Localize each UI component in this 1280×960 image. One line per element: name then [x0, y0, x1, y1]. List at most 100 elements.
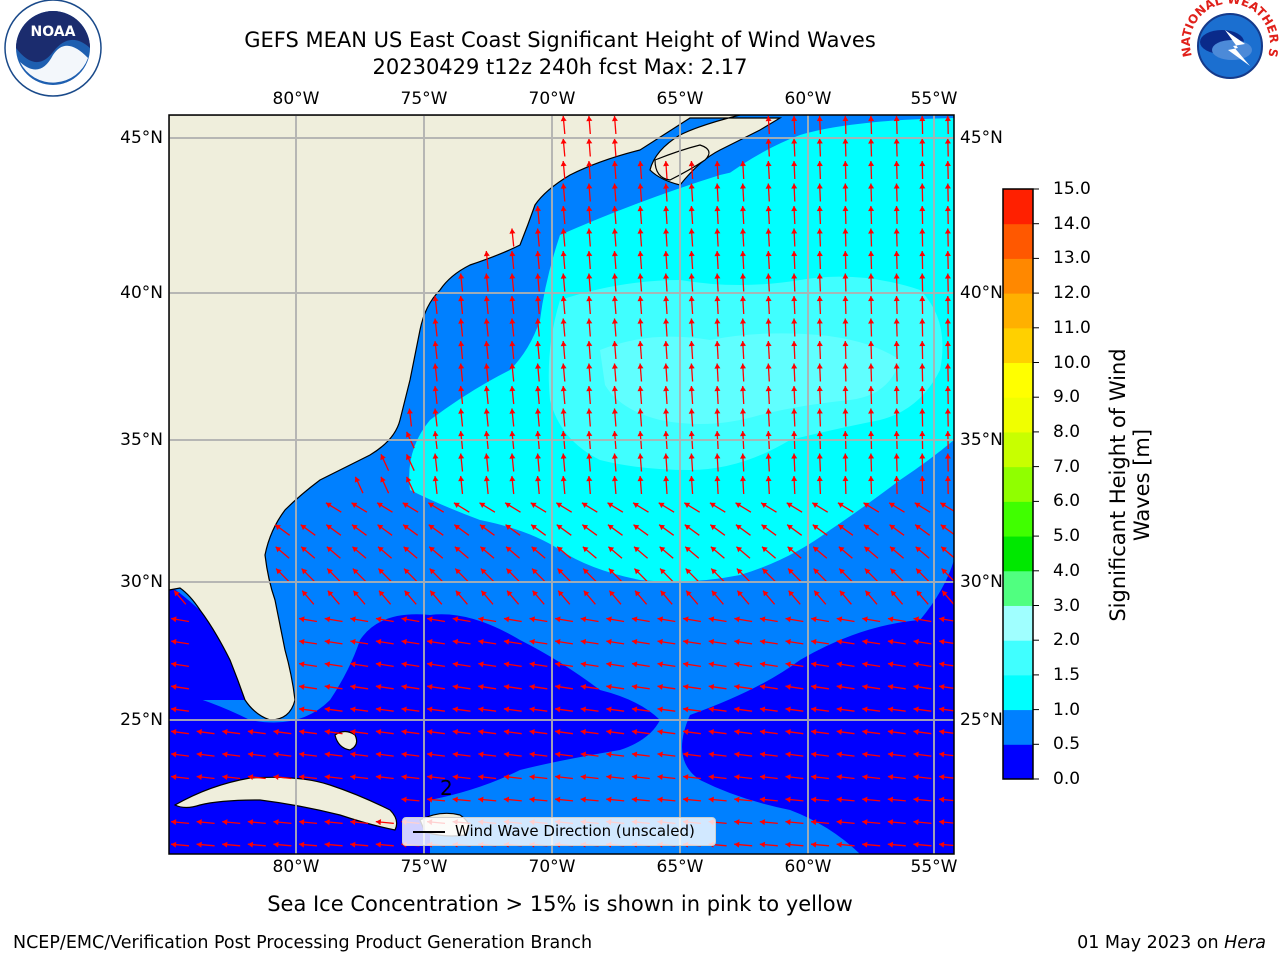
- wave-direction-arrowhead: [688, 318, 695, 324]
- wave-direction-arrowhead: [759, 706, 766, 713]
- wave-direction-arrowhead: [714, 431, 721, 437]
- sea-ice-note: Sea Ice Concentration > 15% is shown in …: [267, 892, 853, 916]
- wave-direction-arrowhead: [171, 616, 177, 623]
- wave-direction-arrowhead: [657, 796, 663, 803]
- wave-direction-arrowhead: [505, 502, 511, 508]
- wave-direction-arrowhead: [663, 183, 670, 189]
- wave-direction-arrowhead: [791, 273, 798, 279]
- wave-direction-arrowhead: [862, 774, 868, 780]
- wave-direction-arrowhead: [458, 296, 465, 302]
- wave-direction-arrowhead: [939, 751, 945, 758]
- wave-direction-arrowhead: [688, 296, 695, 302]
- lat-tick-left: 30°N: [120, 572, 163, 592]
- wave-direction-arrowhead: [836, 638, 843, 645]
- colorbar-title: Significant Height of Wind Waves [m]: [1106, 348, 1154, 622]
- wave-direction-arrowhead: [606, 684, 612, 690]
- wave-direction-arrowhead: [944, 161, 951, 167]
- colorbar-tick-label: 7.0: [1053, 456, 1081, 477]
- wave-direction-arrowhead: [560, 386, 567, 392]
- wave-direction-arrowhead: [402, 502, 409, 508]
- lon-tick-bottom: 65°W: [656, 857, 704, 877]
- wave-direction-arrowhead: [842, 228, 849, 234]
- wave-direction-arrowhead: [483, 476, 490, 482]
- wave-direction-arrowhead: [535, 206, 541, 212]
- wave-direction-arrowhead: [812, 502, 819, 508]
- wave-direction-arrowhead: [581, 502, 588, 508]
- wave-direction-arrowhead: [763, 590, 769, 597]
- wave-direction-arrowhead: [560, 273, 567, 279]
- wave-direction-arrowhead: [560, 363, 567, 369]
- wave-direction-arrowhead: [606, 661, 612, 668]
- wave-direction-arrowhead: [606, 729, 612, 735]
- wave-direction-arrowhead: [913, 638, 919, 645]
- wave-direction-arrowhead: [427, 661, 433, 668]
- wave-direction-arrowhead: [535, 251, 541, 257]
- wave-direction-arrowhead: [586, 161, 593, 167]
- wave-direction-arrowhead: [944, 453, 951, 459]
- wave-direction-arrowhead: [785, 661, 791, 668]
- colorbar-tick-label: 13.0: [1053, 248, 1091, 269]
- wave-direction-arrowhead: [196, 819, 202, 826]
- wave-direction-arrowhead: [580, 796, 586, 803]
- wave-direction-arrowhead: [708, 616, 715, 623]
- colorbar-tick-label: 9.0: [1053, 387, 1081, 408]
- lon-tick-top: 80°W: [272, 89, 320, 109]
- wave-direction-arrowhead: [836, 819, 842, 826]
- wave-direction-arrowhead: [913, 616, 919, 623]
- wave-direction-arrowhead: [919, 363, 926, 369]
- wave-direction-arrowhead: [171, 819, 177, 826]
- colorbar-tick-label: 15.0: [1053, 179, 1091, 199]
- wave-direction-arrowhead: [708, 706, 714, 713]
- footer-credit: NCEP/EMC/Verification Post Processing Pr…: [13, 933, 593, 953]
- wave-direction-arrowhead: [816, 183, 823, 189]
- wave-direction-arrowhead: [558, 590, 564, 597]
- wave-direction-arrowhead: [893, 183, 900, 189]
- wave-direction-arrowhead: [454, 524, 461, 531]
- wave-direction-arrowhead: [919, 341, 926, 347]
- wave-direction-arrowhead: [171, 638, 177, 645]
- wave-direction-arrowhead: [350, 684, 356, 690]
- wave-direction-arrowhead: [913, 841, 919, 848]
- wave-direction-arrowhead: [324, 819, 330, 826]
- wave-direction-arrowhead: [509, 341, 516, 347]
- wave-direction-arrowhead: [611, 363, 618, 369]
- wave-direction-arrowhead: [919, 431, 926, 437]
- wave-direction-arrowhead: [611, 183, 618, 189]
- wave-direction-arrowhead: [427, 638, 433, 645]
- wave-direction-arrowhead: [663, 431, 670, 437]
- wave-direction-arrowhead: [791, 476, 798, 482]
- wave-direction-arrowhead: [535, 363, 541, 369]
- wave-direction-arrowhead: [327, 568, 333, 575]
- wave-direction-arrowhead: [535, 408, 541, 414]
- wave-direction-arrowhead: [324, 616, 331, 623]
- wave-direction-arrowhead: [919, 408, 926, 414]
- wave-direction-arrowhead: [740, 476, 746, 482]
- lat-tick-right: 40°N: [960, 283, 1003, 303]
- wave-direction-arrowhead: [939, 616, 945, 623]
- wave-direction-arrowhead: [458, 363, 465, 369]
- wave-direction-arrowhead: [429, 546, 435, 553]
- wave-direction-arrowhead: [811, 684, 817, 690]
- wave-direction-arrowhead: [432, 476, 439, 482]
- wave-direction-arrowhead: [842, 476, 849, 482]
- legend-label: Wind Wave Direction (unscaled): [455, 822, 695, 840]
- wave-direction-arrowhead: [759, 751, 766, 758]
- wave-direction-arrowhead: [427, 796, 433, 803]
- wave-direction-arrowhead: [863, 502, 870, 508]
- wave-direction-arrowhead: [452, 796, 458, 803]
- wave-direction-arrowhead: [868, 116, 875, 122]
- wave-direction-arrowhead: [761, 502, 767, 508]
- wave-direction-arrowhead: [759, 841, 766, 848]
- wave-direction-arrowhead: [350, 819, 356, 826]
- wave-direction-arrowhead: [811, 706, 817, 713]
- wave-direction-arrowhead: [791, 363, 798, 369]
- wave-direction-arrowhead: [913, 684, 919, 690]
- wave-direction-arrowhead: [944, 228, 951, 234]
- wave-direction-arrowhead: [503, 796, 510, 803]
- wave-direction-arrowhead: [759, 819, 766, 826]
- wave-direction-arrowhead: [740, 318, 746, 324]
- wave-direction-arrowhead: [816, 431, 823, 437]
- wave-direction-arrowhead: [427, 616, 433, 623]
- wave-direction-arrowhead: [586, 183, 593, 189]
- lat-lon-grid: [169, 115, 954, 854]
